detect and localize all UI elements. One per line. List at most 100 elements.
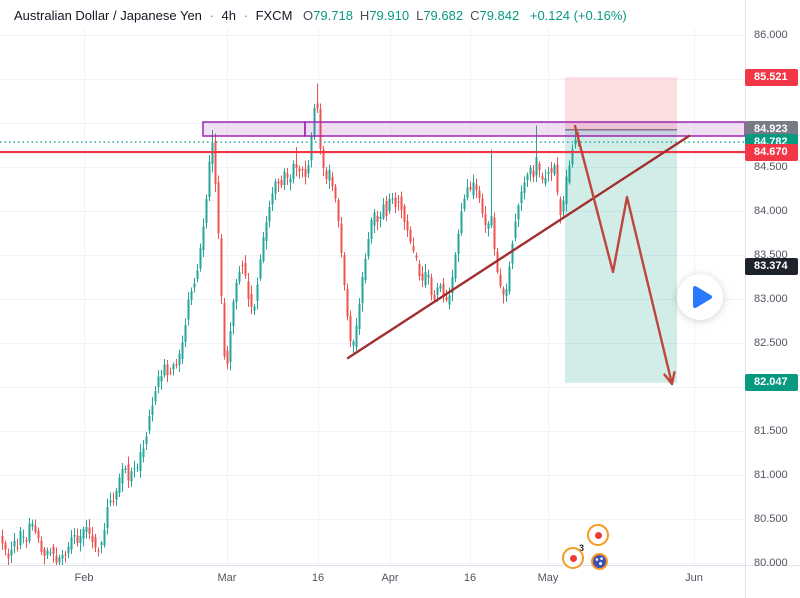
candle-body <box>28 523 31 542</box>
candle-body <box>151 405 154 416</box>
candle-body <box>475 184 478 191</box>
candle-body <box>451 276 454 293</box>
candle-body <box>526 174 529 181</box>
time-tick-label: 16 <box>463 572 477 584</box>
candle-body <box>61 554 64 559</box>
candle-body <box>418 264 421 276</box>
candle-body <box>298 168 301 172</box>
candle-body <box>79 535 82 543</box>
candle-body <box>382 204 385 219</box>
candle-body <box>82 528 85 539</box>
candle-body <box>520 191 523 203</box>
ascending-trendline[interactable] <box>346 134 691 360</box>
candle-body <box>253 306 256 311</box>
candle-body <box>1 536 4 544</box>
candle-body <box>523 182 526 193</box>
candle-body <box>547 172 550 175</box>
candle-body <box>328 170 331 181</box>
candle-body <box>511 243 514 264</box>
time-tick-label: Mar <box>217 572 237 584</box>
candle-body <box>40 540 43 552</box>
candle-body <box>280 180 283 186</box>
candle-body <box>172 364 175 370</box>
candle-body <box>391 198 394 200</box>
symbol-title[interactable]: Australian Dollar / Japanese Yen <box>14 8 202 23</box>
candle-body <box>163 364 166 376</box>
separator-dot: · <box>209 8 214 23</box>
candle-body <box>223 302 226 357</box>
time-axis[interactable]: Feb Mar 16 Apr 16 May Jun <box>0 566 800 598</box>
exchange-label: FXCM <box>255 8 293 23</box>
candle-body <box>133 468 136 470</box>
time-tick-label: Apr <box>381 572 399 584</box>
candle-body <box>466 187 469 199</box>
resistance-zone-box[interactable] <box>304 121 745 137</box>
time-tick-label: May <box>537 572 559 584</box>
candle-body <box>343 254 346 285</box>
price-tick-label: 82.500 <box>754 337 788 349</box>
candle-body <box>553 165 556 175</box>
candle-body <box>460 211 463 234</box>
candle-body <box>304 169 307 177</box>
candle-body <box>361 276 364 304</box>
japan-flag-marker[interactable] <box>587 524 609 546</box>
candle-body <box>349 316 352 342</box>
candle-body <box>364 258 367 280</box>
candle-body <box>208 161 211 197</box>
candle-body <box>481 198 484 214</box>
price-axis[interactable]: 86.000 84.500 84.000 83.500 83.000 82.500 81.5… <box>745 0 800 569</box>
candle-body <box>472 182 475 196</box>
candle-body <box>370 219 373 240</box>
price-badge-stop-level: 85.521 <box>745 68 798 86</box>
forecast-arrowhead <box>663 371 676 386</box>
candlestick-series <box>1 83 580 565</box>
candle-body <box>532 170 535 178</box>
play-button[interactable] <box>677 274 723 320</box>
candle-body <box>394 197 397 208</box>
interval-label[interactable]: 4h <box>221 8 236 23</box>
candle-body <box>211 143 214 165</box>
candle-body <box>502 288 505 295</box>
japan-flag-marker[interactable] <box>562 547 584 569</box>
candle-body <box>544 177 547 184</box>
candle-body <box>193 283 196 288</box>
candle-body <box>169 372 172 374</box>
candle-body <box>232 301 235 327</box>
candle-body <box>250 293 253 308</box>
candle-body <box>88 527 91 534</box>
candle-body <box>310 136 313 161</box>
ohlc-label: H <box>359 8 370 23</box>
axis-horizontal-separator <box>0 565 800 566</box>
candle-body <box>70 537 73 550</box>
candle-body <box>493 217 496 250</box>
candle-body <box>487 223 490 229</box>
candle-body <box>562 200 565 212</box>
price-tick-label: 84.000 <box>754 205 788 217</box>
australia-flag-marker[interactable] <box>590 552 608 570</box>
candle-body <box>154 391 157 402</box>
candle-body <box>160 375 163 382</box>
candle-body <box>19 530 22 545</box>
short-position-stop-zone[interactable] <box>565 77 677 130</box>
short-position-profit-zone[interactable] <box>565 129 677 383</box>
candle-body <box>244 263 247 276</box>
candle-body <box>322 149 325 168</box>
candle-body <box>373 212 376 226</box>
candle-body <box>337 200 340 222</box>
resistance-zone-box[interactable] <box>202 121 306 137</box>
candle-body <box>16 547 19 549</box>
candle-body <box>400 196 403 211</box>
candle-body <box>55 556 58 563</box>
candle-body <box>139 451 142 471</box>
candle-body <box>514 221 517 239</box>
price-chart-canvas[interactable] <box>0 0 745 565</box>
forecast-arrow-path[interactable] <box>573 124 674 386</box>
ohlc-value: 79.718 <box>313 8 353 23</box>
candle-body <box>388 198 391 211</box>
candle-body <box>508 266 511 292</box>
candle-body <box>484 214 487 226</box>
candle-body <box>166 364 169 375</box>
candle-body <box>199 247 202 269</box>
candle-body <box>49 552 52 554</box>
candle-body <box>37 531 40 538</box>
